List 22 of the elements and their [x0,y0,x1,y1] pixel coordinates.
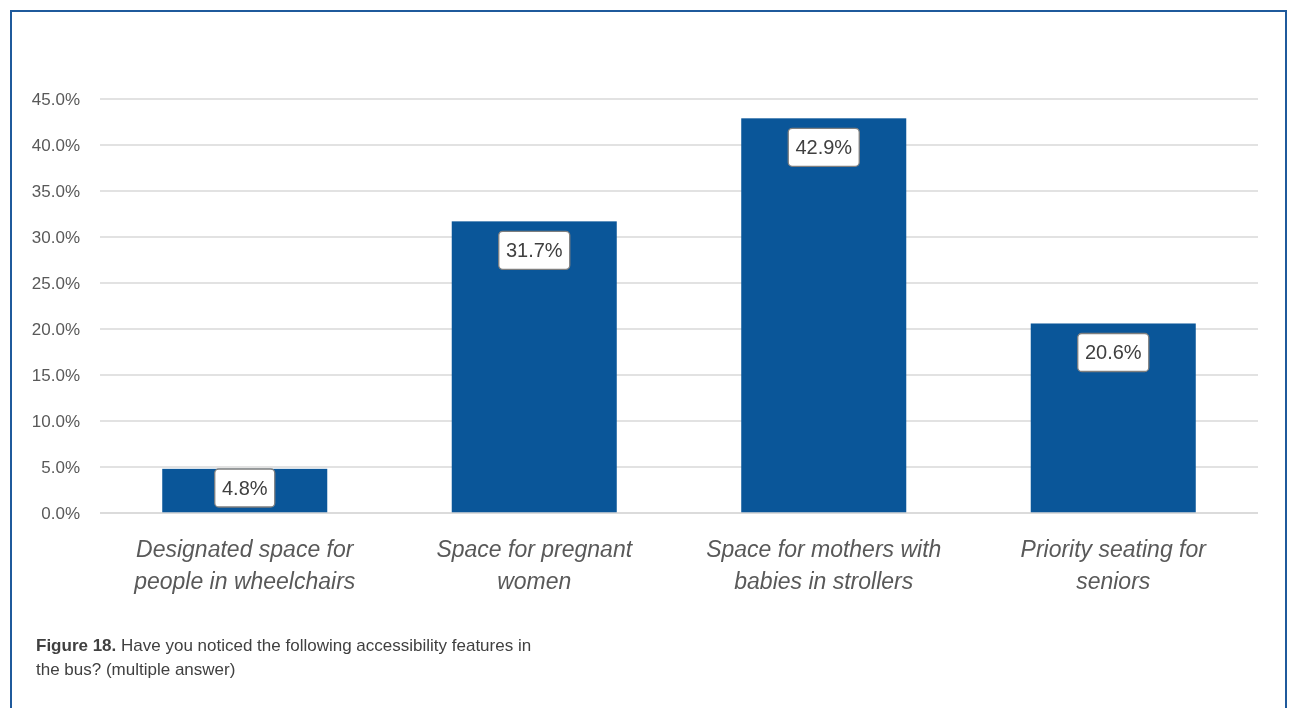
bar [451,221,617,513]
data-label: 31.7% [505,239,563,262]
y-tick-label: 45.0% [31,89,80,109]
y-tick-label: 10.0% [31,411,80,431]
x-tick-label: Designated space for people in wheelchairs [133,536,356,594]
y-tick-label: 35.0% [31,181,80,201]
y-tick-label: 30.0% [31,227,80,247]
caption: Figure 18. Have you noticed the following accessibility features in the bus? (multiple answer) [36,636,532,679]
x-tick-label: Priority seating for seniors [1020,536,1208,594]
bar [1030,323,1196,513]
data-label: 20.6% [1084,341,1142,364]
bar [741,118,907,513]
x-tick-label: Space for mothers with babies in strollers [706,536,942,594]
y-tick-label: 5.0% [41,457,80,477]
y-tick-label: 20.0% [31,319,80,339]
data-label: 4.8% [221,477,268,499]
y-tick-label: 0.0% [41,503,80,523]
y-tick-label: 15.0% [31,365,80,385]
data-label: 42.9% [795,136,853,159]
y-tick-label: 25.0% [31,273,80,293]
x-tick-label: Space for pregnant women [436,536,634,594]
y-tick-label: 40.0% [31,135,80,155]
